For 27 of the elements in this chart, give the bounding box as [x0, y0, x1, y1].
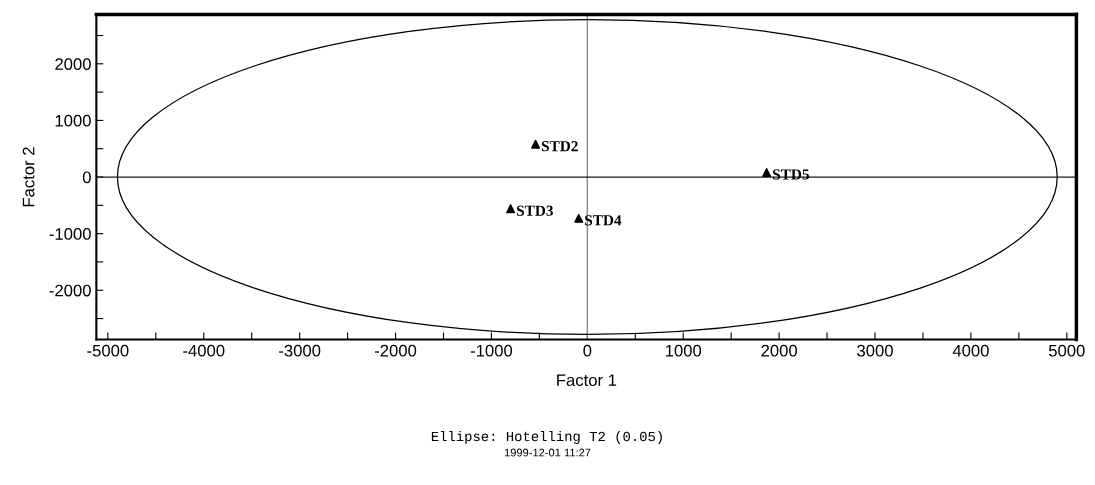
- y-tick-label: 1000: [55, 114, 91, 127]
- point: [506, 204, 516, 214]
- text: Ellipse: Hotelling T2 (0.05): [431, 431, 662, 444]
- y-tick-label: -2000: [49, 284, 91, 297]
- x-tick-label: 0: [583, 344, 592, 357]
- x-tick-label: 3000: [857, 344, 893, 357]
- annotation: STD4: [585, 215, 622, 226]
- x-tick-label: -5000: [87, 344, 129, 357]
- x-axis-title: Factor 1: [557, 374, 617, 387]
- annotation: STD3: [516, 205, 554, 216]
- x-tick-label: -2000: [374, 344, 417, 357]
- annotation: STD2: [541, 141, 578, 152]
- x-tick-label: 1000: [665, 344, 702, 357]
- x-tick-label: 5000: [1048, 344, 1085, 357]
- x-tick-label: -4000: [183, 344, 225, 357]
- y-tick-label: -1000: [49, 228, 91, 240]
- x-tick-label: -3000: [279, 344, 321, 357]
- y-tick-label: 2000: [55, 58, 91, 71]
- point: [574, 213, 584, 223]
- y-axis-title: Factor 2: [22, 147, 35, 207]
- x-tick-label: 2000: [761, 344, 798, 357]
- point: [531, 139, 541, 149]
- x-tick-label: 4000: [952, 344, 989, 357]
- text: 1999-12-01 11:27: [504, 448, 591, 457]
- x-tick-label: -1000: [470, 344, 513, 357]
- point: [762, 167, 772, 177]
- y-tick-label: 0: [82, 171, 91, 184]
